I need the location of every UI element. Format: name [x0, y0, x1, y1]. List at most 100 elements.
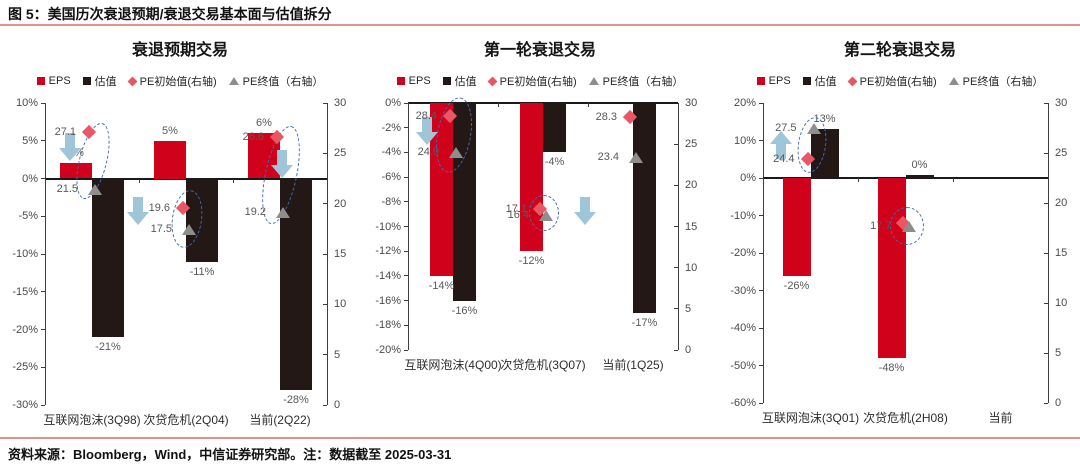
left-axis-tick [41, 102, 45, 104]
arrow-head [574, 212, 596, 226]
valuation-bar [905, 175, 934, 178]
pe-end-value-label: 19.2 [244, 205, 266, 218]
left-axis-tick-label: 0% [22, 172, 38, 185]
category-axis-tick [587, 103, 589, 107]
pe-end-value-label: 24.0 [417, 146, 439, 159]
left-axis-tick [41, 253, 45, 255]
left-axis-tick [759, 140, 763, 141]
legend-pe-end-label: PE终值（右轴） [602, 76, 684, 88]
pe-end-marker [449, 147, 463, 159]
category-label: 当前(2Q22) [249, 413, 311, 427]
plot-area: 0% -2% -4% -6% -8% -10% -12% -14% -16% -18% -20% 30… [375, 94, 697, 372]
legend-eps-label: EPS [48, 75, 71, 87]
left-axis-tick [41, 215, 45, 217]
left-axis-tick-label: -18% [375, 319, 401, 332]
pe-end-marker [276, 206, 290, 218]
left-axis-tick [759, 102, 763, 104]
right-axis-line [678, 103, 679, 350]
right-axis-tick-label: 25 [685, 138, 698, 151]
category-axis-tick [952, 178, 954, 182]
arrow-shaft [775, 143, 786, 159]
left-axis-tick-label: -8% [381, 195, 401, 208]
left-axis-tick-label: -2% [381, 121, 401, 134]
right-axis-tick-label: 20 [334, 197, 347, 210]
left-axis-tick [404, 275, 408, 277]
zero-axis-line [763, 177, 1048, 179]
valuation-value-label: -17% [631, 316, 658, 329]
arrow-shaft [422, 117, 432, 133]
pe-down-arrow-icon [574, 197, 596, 227]
left-axis-tick [759, 215, 763, 216]
eps-bar [60, 163, 92, 179]
pe-end-marker [901, 221, 916, 232]
legend-valuation-swatch [82, 77, 91, 85]
chart-title: 第二轮衰退交易 [843, 42, 956, 59]
right-axis-tick-label: 20 [1055, 197, 1068, 209]
pe-start-value-label: 27.1 [54, 126, 76, 139]
right-axis-tick [674, 349, 678, 351]
pe-down-arrow-icon [59, 133, 81, 163]
pe-up-arrow-icon [769, 130, 792, 161]
valuation-value-label: -16% [451, 304, 478, 317]
left-axis-tick [41, 329, 45, 330]
valuation-bar [186, 178, 218, 262]
right-axis-tick-label: 0 [685, 344, 692, 356]
left-axis-tick-label: -12% [375, 245, 401, 258]
arrow-head [769, 130, 792, 144]
pe-end-marker [806, 123, 821, 134]
valuation-value-label: -4% [544, 156, 565, 169]
plot-area: 20% 10% 0% -10% -20% -30% -40% -50% -60% 30 25 20 15… [730, 97, 1067, 425]
arrow-head [271, 165, 293, 179]
left-axis-tick [404, 201, 408, 203]
left-axis-tick-label: 10% [15, 97, 38, 109]
eps-bar [877, 178, 906, 358]
right-axis-tick-label: 0 [1055, 397, 1062, 409]
right-axis-tick [323, 102, 327, 104]
left-axis-tick-label: -15% [12, 285, 38, 298]
legend-valuation-swatch [442, 77, 451, 85]
chart-panel-second-recession-trade: 第二轮衰退交易 EPS 估值 PE初始值(右轴) PE终值（右轴） 20% 10%… [728, 30, 1072, 434]
pe-end-value-label: 27.5 [775, 122, 797, 134]
valuation-value-label: -11% [189, 265, 215, 278]
category-label: 次贷危机(2Q04) [143, 413, 229, 427]
valuation-bar [92, 178, 124, 338]
left-axis-tick-label: -5% [18, 210, 38, 223]
arrow-head [416, 132, 438, 146]
right-axis-tick [1044, 252, 1048, 254]
left-axis-tick [759, 177, 763, 179]
plot-area: 10% 5% 0% -5% -10% -15% -20% -25% -30% 30 25 20 15 10… [12, 97, 346, 427]
category-label: 当前 [988, 411, 1013, 425]
pe-start-value-label: 24.4 [773, 153, 795, 165]
pe-down-arrow-icon [127, 197, 149, 227]
left-axis-tick-label: 0% [385, 97, 401, 109]
pe-start-value-label: 26.6 [242, 131, 264, 144]
right-axis-tick-label: 10 [1055, 297, 1068, 309]
category-axis-tick [857, 178, 859, 182]
pe-change-ellipse [529, 195, 559, 232]
left-axis-tick [404, 349, 408, 351]
valuation-bar [633, 103, 656, 313]
category-axis-tick [44, 178, 46, 183]
valuation-bar [543, 103, 566, 153]
left-axis-tick [404, 250, 408, 252]
legend-valuation-swatch [802, 77, 811, 85]
eps-value-label: 5% [162, 124, 178, 137]
chart-legend: EPS 估值 PE初始值(右轴) PE终值（右轴） [8, 73, 352, 89]
left-axis-tick-label: 5% [22, 134, 38, 147]
category-axis-tick [326, 178, 328, 183]
left-axis-tick-label: -10% [730, 209, 756, 222]
arrow-shaft [580, 197, 590, 213]
legend-pe-end-triangle-icon [228, 77, 239, 85]
right-axis-tick [323, 152, 327, 154]
right-axis-tick-label: 10 [685, 261, 698, 274]
pe-down-arrow-icon [271, 150, 293, 180]
eps-value-label: -26% [783, 279, 810, 292]
chart-title: 衰退预期交易 [131, 42, 228, 59]
right-axis-tick [1044, 402, 1048, 404]
right-axis-line [1048, 103, 1049, 403]
left-axis-tick [41, 404, 45, 406]
category-label: 互联网泡沫(3Q98) [43, 413, 141, 427]
eps-value-label: 6% [256, 117, 272, 130]
pe-end-value-label: 16.4 [507, 208, 529, 221]
pe-end-marker [88, 183, 102, 195]
